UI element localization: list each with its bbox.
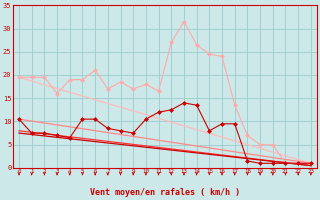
X-axis label: Vent moyen/en rafales ( km/h ): Vent moyen/en rafales ( km/h ): [90, 188, 240, 197]
